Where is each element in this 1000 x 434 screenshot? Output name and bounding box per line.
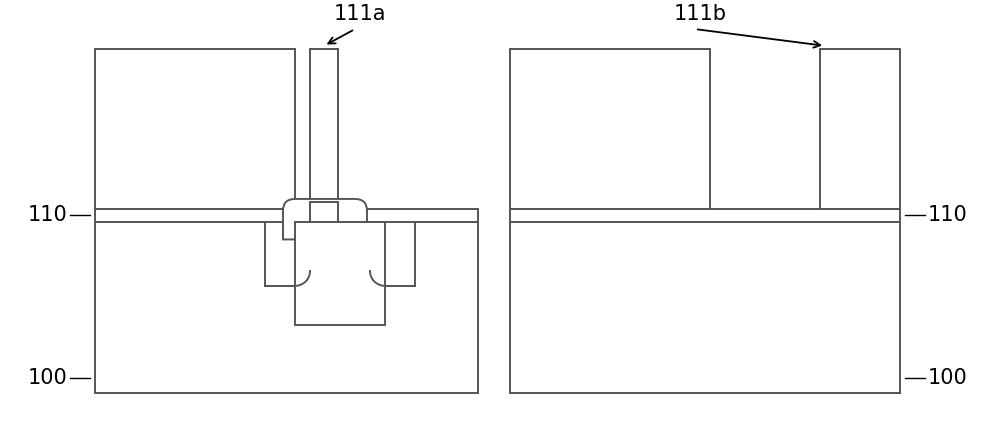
Bar [95,222,478,392]
Text: 110: 110 [27,205,67,225]
Bar [510,222,900,392]
Bar [510,49,710,209]
Bar [95,49,295,209]
Text: 111a: 111a [334,4,386,24]
PathPatch shape [283,199,367,240]
Text: 111b: 111b [674,4,726,24]
Bar [295,222,385,326]
Text: 100: 100 [928,368,968,388]
Bar [310,49,338,209]
Text: 100: 100 [27,368,67,388]
Bar [510,209,900,222]
Bar [310,202,338,237]
Bar [95,209,478,222]
Text: 110: 110 [928,205,968,225]
Bar [820,49,900,209]
